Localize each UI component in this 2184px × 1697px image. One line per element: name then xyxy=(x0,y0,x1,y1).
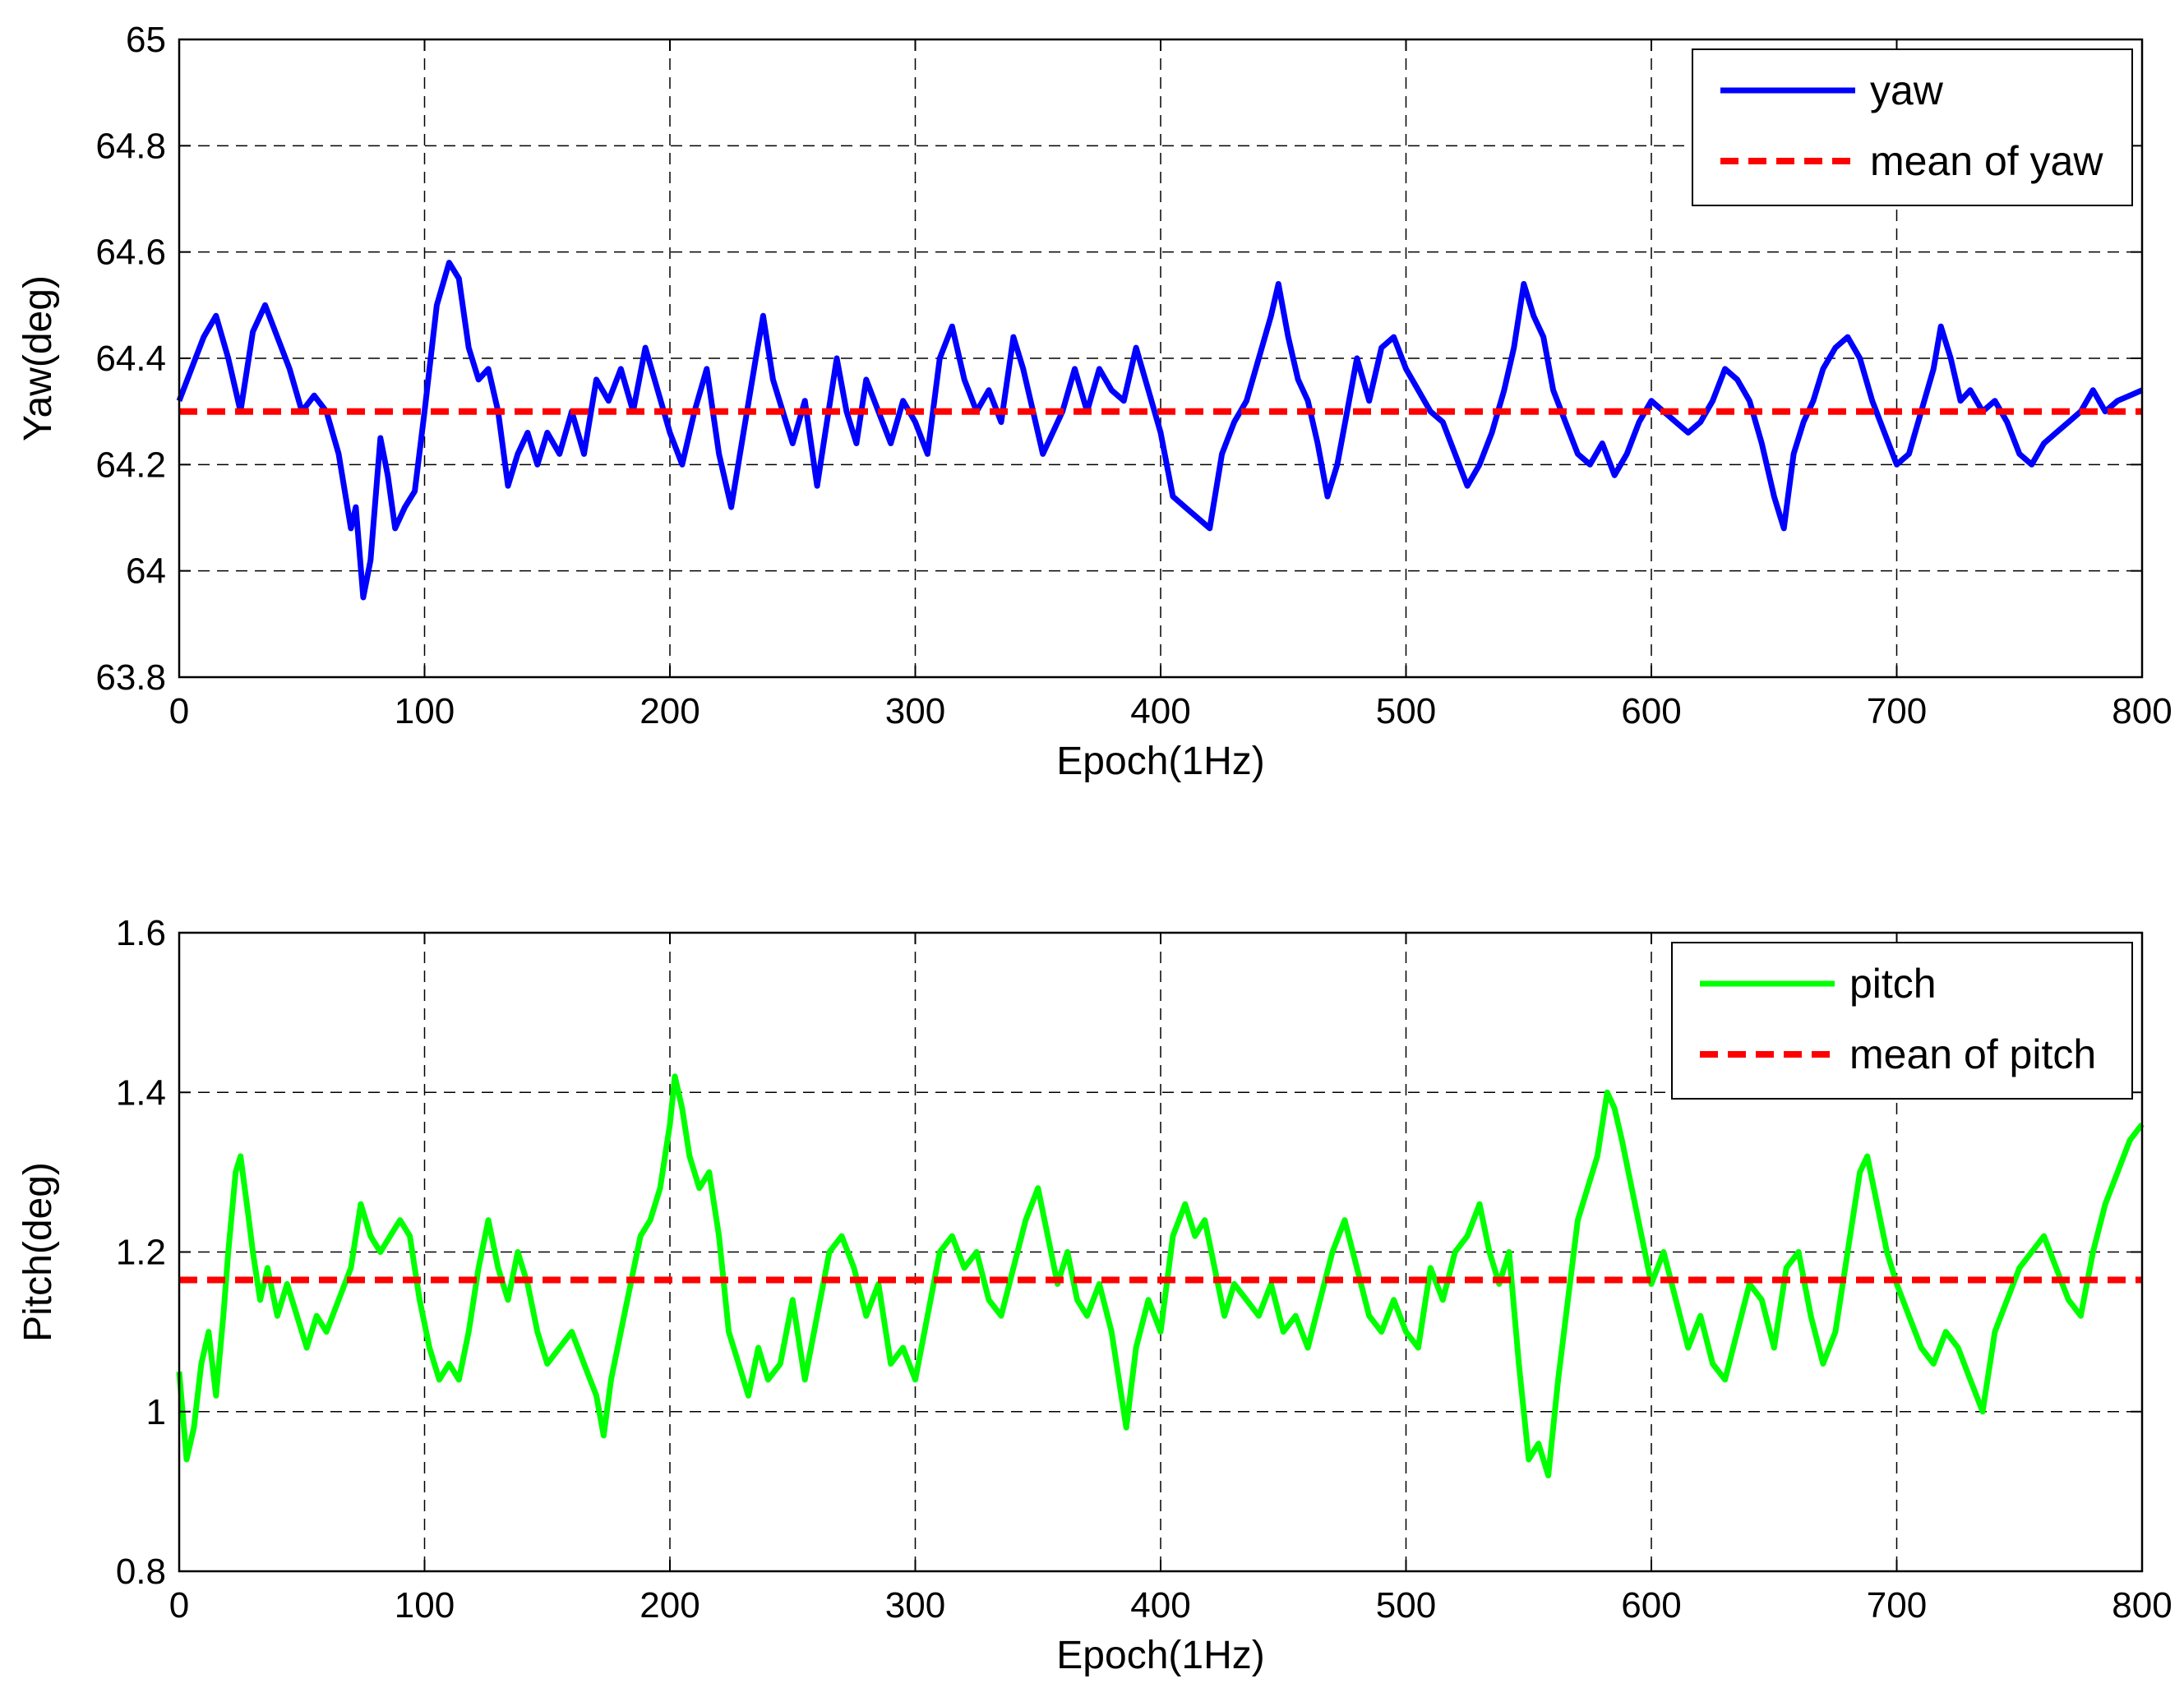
yaw-chart: 0 100 200 300 400 500 600 700 800 63.8 64 64.2 64.4 6… xyxy=(16,20,2172,783)
pitch-chart: 0 100 200 300 400 500 600 700 800 0.8 1 1.2 1.4 1.6 Ep… xyxy=(16,913,2172,1677)
yaw-ytick-label: 64.6 xyxy=(95,233,166,273)
pitch-xlabel: Epoch(1Hz) xyxy=(1056,1634,1264,1677)
yaw-xtick-label: 200 xyxy=(640,691,700,731)
pitch-ylabel: Pitch(deg) xyxy=(16,1162,60,1342)
pitch-ytick-label: 1 xyxy=(146,1392,166,1432)
pitch-xtick-label: 500 xyxy=(1376,1585,1436,1626)
yaw-ytick-label: 64 xyxy=(126,551,166,592)
pitch-legend-label: pitch xyxy=(1849,961,1937,1007)
pitch-xtick-label: 800 xyxy=(2112,1585,2172,1626)
yaw-xtick-label: 100 xyxy=(395,691,455,731)
pitch-ytick-label: 1.4 xyxy=(116,1072,166,1113)
yaw-xtick-label: 700 xyxy=(1867,691,1927,731)
mean-of-yaw-legend-label: mean of yaw xyxy=(1870,138,2103,184)
yaw-xlabel: Epoch(1Hz) xyxy=(1056,740,1264,783)
yaw-ytick-label: 64.4 xyxy=(95,339,166,379)
pitch-xtick-label: 0 xyxy=(169,1585,189,1626)
pitch-ytick-label: 0.8 xyxy=(116,1552,166,1592)
mean-of-pitch-legend-label: mean of pitch xyxy=(1849,1031,2096,1077)
yaw-ytick-label: 65 xyxy=(126,20,166,60)
pitch-xtick-label: 300 xyxy=(885,1585,945,1626)
pitch-xtick-label: 100 xyxy=(395,1585,455,1626)
yaw-xtick-label: 300 xyxy=(885,691,945,731)
pitch-legend xyxy=(1671,942,2133,1100)
yaw-ytick-label: 64.8 xyxy=(95,126,166,166)
pitch-xtick-label: 200 xyxy=(640,1585,700,1626)
pitch-xtick-label: 700 xyxy=(1867,1585,1927,1626)
yaw-legend xyxy=(1692,48,2133,206)
yaw-ylabel: Yaw(deg) xyxy=(16,275,60,441)
yaw-legend-label: yaw xyxy=(1870,67,1944,113)
yaw-xtick-label: 800 xyxy=(2112,691,2172,731)
pitch-ytick-label: 1.6 xyxy=(116,913,166,953)
pitch-ytick-label: 1.2 xyxy=(116,1233,166,1273)
yaw-line xyxy=(176,260,2144,601)
yaw-xtick-label: 600 xyxy=(1621,691,1681,731)
pitch-xtick-label: 400 xyxy=(1130,1585,1190,1626)
pitch-line xyxy=(176,1073,2145,1478)
yaw-xtick-label: 0 xyxy=(169,691,189,731)
yaw-xtick-label: 400 xyxy=(1130,691,1190,731)
pitch-xtick-label: 600 xyxy=(1621,1585,1681,1626)
yaw-ytick-label: 64.2 xyxy=(95,445,166,485)
yaw-ytick-label: 63.8 xyxy=(95,657,166,698)
yaw-xtick-label: 500 xyxy=(1376,691,1436,731)
